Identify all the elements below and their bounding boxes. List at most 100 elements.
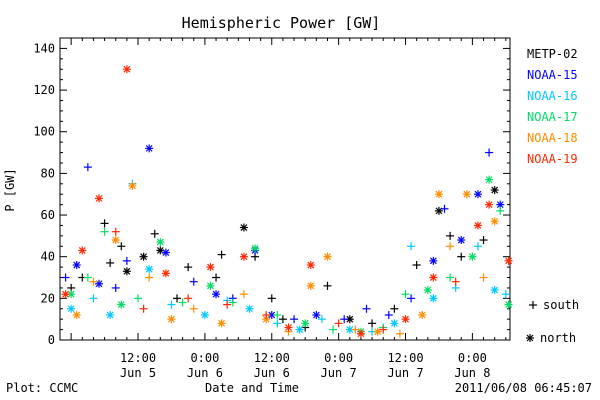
data-point-noaa-19 [485, 200, 494, 209]
data-point-noaa-17 [401, 290, 410, 299]
y-tick-label: 40 [41, 250, 55, 264]
data-point-noaa-15 [161, 248, 170, 257]
data-point-noaa-17 [134, 294, 143, 303]
data-point-noaa-18 [189, 304, 198, 313]
data-point-noaa-15 [189, 277, 198, 286]
data-point-metp-02 [117, 242, 126, 251]
data-point-noaa-19 [95, 194, 104, 203]
data-point-noaa-15 [429, 256, 438, 265]
legend-entry: NOAA-18 [527, 131, 578, 145]
chart-title: Hemispheric Power [GW] [182, 14, 381, 32]
x-tick-label-time: 12:00 [120, 351, 156, 365]
x-tick-label-time: 0:00 [324, 351, 353, 365]
data-point-noaa-18 [462, 190, 471, 199]
x-tick-label-date: Jun 5 [120, 366, 156, 380]
data-point-noaa-16 [245, 304, 254, 313]
legend-entry: NOAA-19 [527, 152, 578, 166]
data-point-noaa-18 [111, 236, 120, 245]
legend-entry: NOAA-17 [527, 110, 578, 124]
data-point-metp-02 [490, 186, 499, 195]
data-point-noaa-18 [373, 327, 382, 336]
data-point-noaa-17 [329, 325, 338, 334]
data-point-noaa-15 [312, 311, 321, 320]
legend: METP-02 NOAA-15 NOAA-16 NOAA-17 NOAA-18 NOAA-… [527, 47, 579, 345]
data-point-metp-02 [106, 258, 115, 267]
data-point-noaa-17 [206, 281, 215, 290]
data-point-noaa-17 [446, 273, 455, 282]
data-point-noaa-19 [78, 246, 87, 255]
data-point-noaa-19 [356, 329, 365, 338]
data-point-noaa-15 [457, 236, 466, 245]
data-point-noaa-16 [89, 294, 98, 303]
data-point-metp-02 [100, 219, 109, 228]
legend-marker-south [529, 301, 537, 309]
data-point-noaa-19 [451, 277, 460, 286]
data-point-noaa-15 [473, 190, 482, 199]
data-point-noaa-18 [306, 281, 315, 290]
data-point-metp-02 [150, 229, 159, 238]
legend-label-south: south [543, 298, 579, 312]
data-point-metp-02 [446, 231, 455, 240]
data-point-noaa-15 [95, 279, 104, 288]
legend-entry: NOAA-16 [527, 89, 578, 103]
data-point-noaa-17 [423, 286, 432, 295]
data-point-noaa-16 [273, 319, 282, 328]
data-point-noaa-19 [306, 261, 315, 270]
data-point-noaa-17 [228, 298, 237, 307]
data-point-metp-02 [139, 252, 148, 261]
data-point-noaa-18 [434, 190, 443, 199]
data-point-noaa-15 [362, 304, 371, 313]
data-point-noaa-19 [473, 221, 482, 230]
x-tick-label-date: Jun 7 [321, 366, 357, 380]
data-point-noaa-18 [145, 273, 154, 282]
legend-entry: METP-02 [527, 47, 578, 61]
data-point-noaa-16 [145, 265, 154, 274]
data-point-noaa-17 [496, 206, 505, 215]
data-point-noaa-19 [122, 65, 131, 74]
data-point-noaa-16 [106, 311, 115, 320]
data-point-noaa-15 [384, 311, 393, 320]
data-point-metp-02 [323, 281, 332, 290]
y-tick-label: 120 [33, 83, 55, 97]
data-point-noaa-19 [504, 256, 513, 265]
data-point-noaa-15 [485, 148, 494, 157]
data-point-noaa-15 [440, 204, 449, 213]
x-tick-label-time: 12:00 [387, 351, 423, 365]
data-point-metp-02 [122, 267, 131, 276]
data-point-noaa-18 [72, 311, 81, 320]
legend-label-north: north [540, 331, 576, 345]
data-point-noaa-17 [504, 300, 513, 309]
data-point-noaa-17 [117, 300, 126, 309]
data-point-noaa-18 [217, 319, 226, 328]
data-point-noaa-16 [407, 242, 416, 251]
data-point-metp-02 [212, 273, 221, 282]
y-tick-label: 140 [33, 41, 55, 55]
data-point-noaa-18 [490, 217, 499, 226]
data-point-noaa-18 [418, 311, 427, 320]
data-point-metp-02 [278, 315, 287, 324]
data-point-noaa-18 [351, 325, 360, 334]
data-point-noaa-18 [239, 290, 248, 299]
data-point-metp-02 [267, 294, 276, 303]
x-tick-label-date: Jun 6 [254, 366, 290, 380]
plot-credit: Plot: CCMC [6, 381, 78, 395]
x-tick-label-time: 12:00 [254, 351, 290, 365]
data-point-noaa-16 [317, 315, 326, 324]
data-point-noaa-18 [479, 273, 488, 282]
data-point-noaa-18 [446, 242, 455, 251]
data-point-noaa-16 [501, 290, 510, 299]
data-point-noaa-17 [301, 319, 310, 328]
data-point-metp-02 [173, 294, 182, 303]
x-tick-label-date: Jun 7 [387, 366, 423, 380]
data-point-noaa-15 [290, 315, 299, 324]
data-point-noaa-17 [100, 227, 109, 236]
data-point-noaa-15 [212, 290, 221, 299]
data-point-noaa-18 [89, 277, 98, 286]
plot-frame [59, 37, 511, 341]
data-point-noaa-17 [485, 175, 494, 184]
data-point-noaa-19 [262, 311, 271, 320]
data-point-metp-02 [390, 304, 399, 313]
data-point-metp-02 [239, 223, 248, 232]
data-point-noaa-18 [323, 252, 332, 261]
y-tick-label: 60 [41, 208, 55, 222]
